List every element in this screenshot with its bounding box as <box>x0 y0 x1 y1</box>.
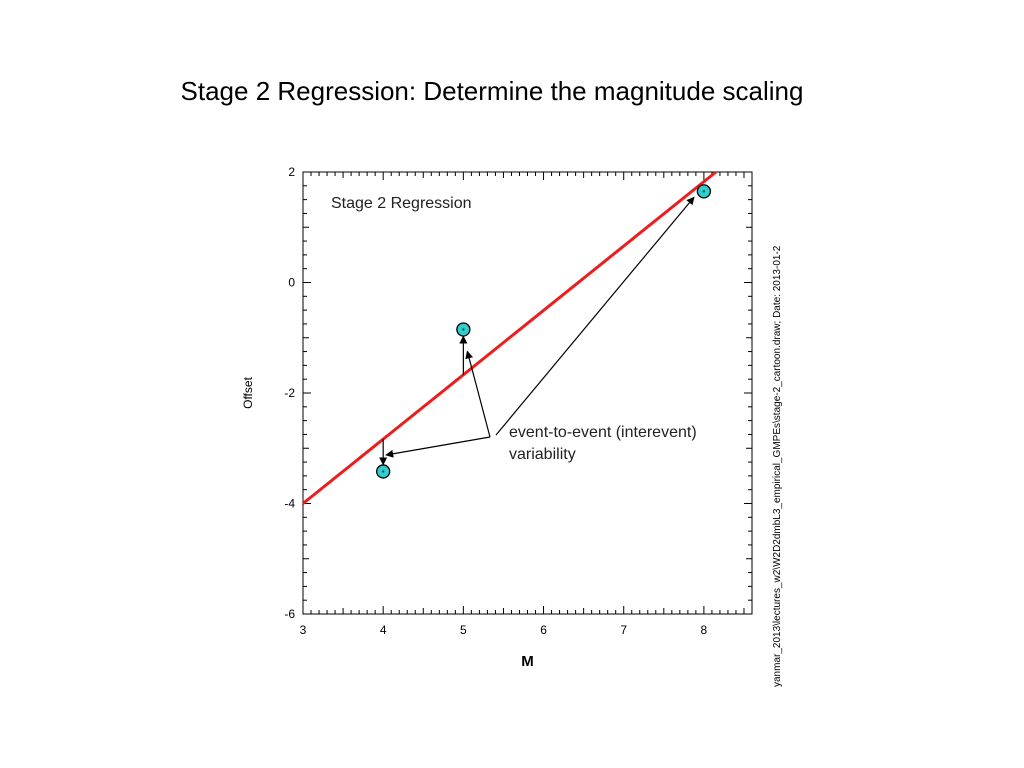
y-axis-title: Offset <box>241 376 255 408</box>
x-tick-label: 4 <box>380 623 387 637</box>
annotation-text: event-to-event (interevent) <box>509 424 697 441</box>
data-point-center <box>462 328 465 331</box>
ticks-layer <box>302 171 753 615</box>
pointer-arrow <box>465 350 491 438</box>
x-tick-label: 7 <box>620 623 627 637</box>
x-tick-label: 6 <box>540 623 547 637</box>
x-tick-label: 8 <box>701 623 708 637</box>
text-layer: 3 4 5 6 7 8 -6 -4 -2 0 2 M Offset Stage 2 Regression e… <box>241 165 783 687</box>
slide-title: Stage 2 Regression: Determine the magnit… <box>180 76 804 106</box>
y-tick-label: 2 <box>288 165 295 179</box>
x-tick-label: 5 <box>460 623 467 637</box>
regression-line <box>302 170 717 505</box>
pointer-arrow <box>385 436 491 458</box>
plot-frame <box>302 171 753 615</box>
pointer-arrow <box>495 196 695 436</box>
data-point-center <box>702 190 706 193</box>
x-axis-title: M <box>521 653 534 670</box>
y-tick-label: -4 <box>284 497 295 511</box>
data-point-center <box>381 470 385 473</box>
annotation-layer <box>379 196 695 466</box>
y-tick-label: 0 <box>288 276 295 290</box>
x-tick-label: 3 <box>300 623 307 637</box>
y-tick-label: -2 <box>284 386 295 400</box>
plot-frame-layer <box>302 171 753 615</box>
y-tick-label: -6 <box>284 607 295 621</box>
panel-label: Stage 2 Regression <box>331 195 472 212</box>
side-note: yanmar_2013\lectures_w2\W2D2dmbL3_empiri… <box>772 245 783 687</box>
regression-line-layer <box>302 170 717 505</box>
annotation-text: variability <box>509 446 576 463</box>
